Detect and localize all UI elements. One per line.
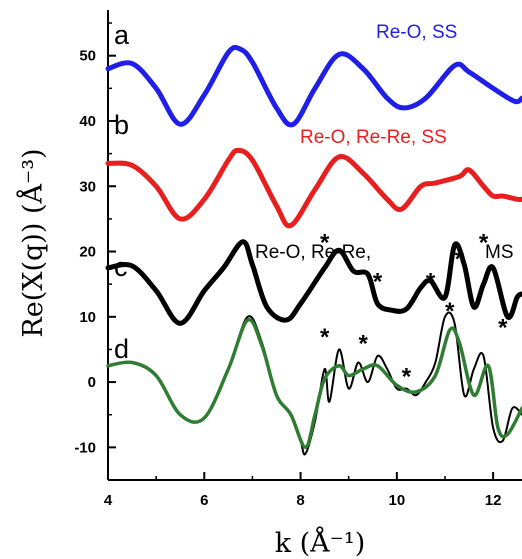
x-tick-label: 10 [388, 492, 405, 509]
star-marker: * [498, 314, 508, 341]
series-d-fit-line [106, 317, 522, 450]
star-marker: * [455, 246, 465, 273]
annotation-c: Re-O, Re-Re, [255, 242, 371, 263]
annotation-a: Re-O, SS [376, 22, 457, 43]
panel-label-a: a [114, 20, 130, 50]
series-layer [105, 44, 522, 456]
series-b-line [105, 147, 522, 229]
star-marker: * [402, 363, 412, 390]
y-tick-label: -10 [74, 439, 96, 456]
star-marker: * [426, 269, 436, 296]
panel-label-b: b [114, 110, 129, 140]
y-tick-label: 10 [79, 309, 96, 326]
series-c-line [105, 239, 522, 326]
star-marker: * [479, 229, 489, 256]
y-tick-label: 0 [88, 374, 96, 391]
star-marker: * [445, 298, 455, 325]
x-tick-label: 8 [296, 492, 304, 509]
y-tick-label: 30 [79, 178, 96, 195]
series-d-data-line [107, 311, 522, 456]
x-tick-label: 12 [485, 492, 502, 509]
y-axis-title: Re(X(q)) (Å⁻³) [16, 148, 49, 337]
series-a-line [105, 44, 522, 128]
star-marker: * [358, 331, 368, 358]
panel-label-c: c [114, 252, 128, 282]
x-tick-label: 6 [200, 492, 208, 509]
y-tick-label: 40 [79, 113, 96, 130]
star-marker: * [320, 324, 330, 351]
y-tick-label: 20 [79, 244, 96, 261]
x-axis-title: k (Å⁻¹) [275, 526, 366, 559]
y-tick-label: 50 [79, 48, 96, 65]
star-marker: * [320, 229, 330, 256]
panel-label-d: d [114, 334, 129, 364]
annotation-c-ms: MS [485, 242, 514, 263]
annotation-b: Re-O, Re-Re, SS [300, 127, 447, 148]
star-markers: ** **** **** [320, 229, 508, 390]
axis-ticks: 4 6 8 10 12 -10 0 10 20 30 40 50 [74, 22, 502, 509]
x-tick-label: 4 [104, 492, 113, 509]
star-marker: * [373, 269, 383, 296]
